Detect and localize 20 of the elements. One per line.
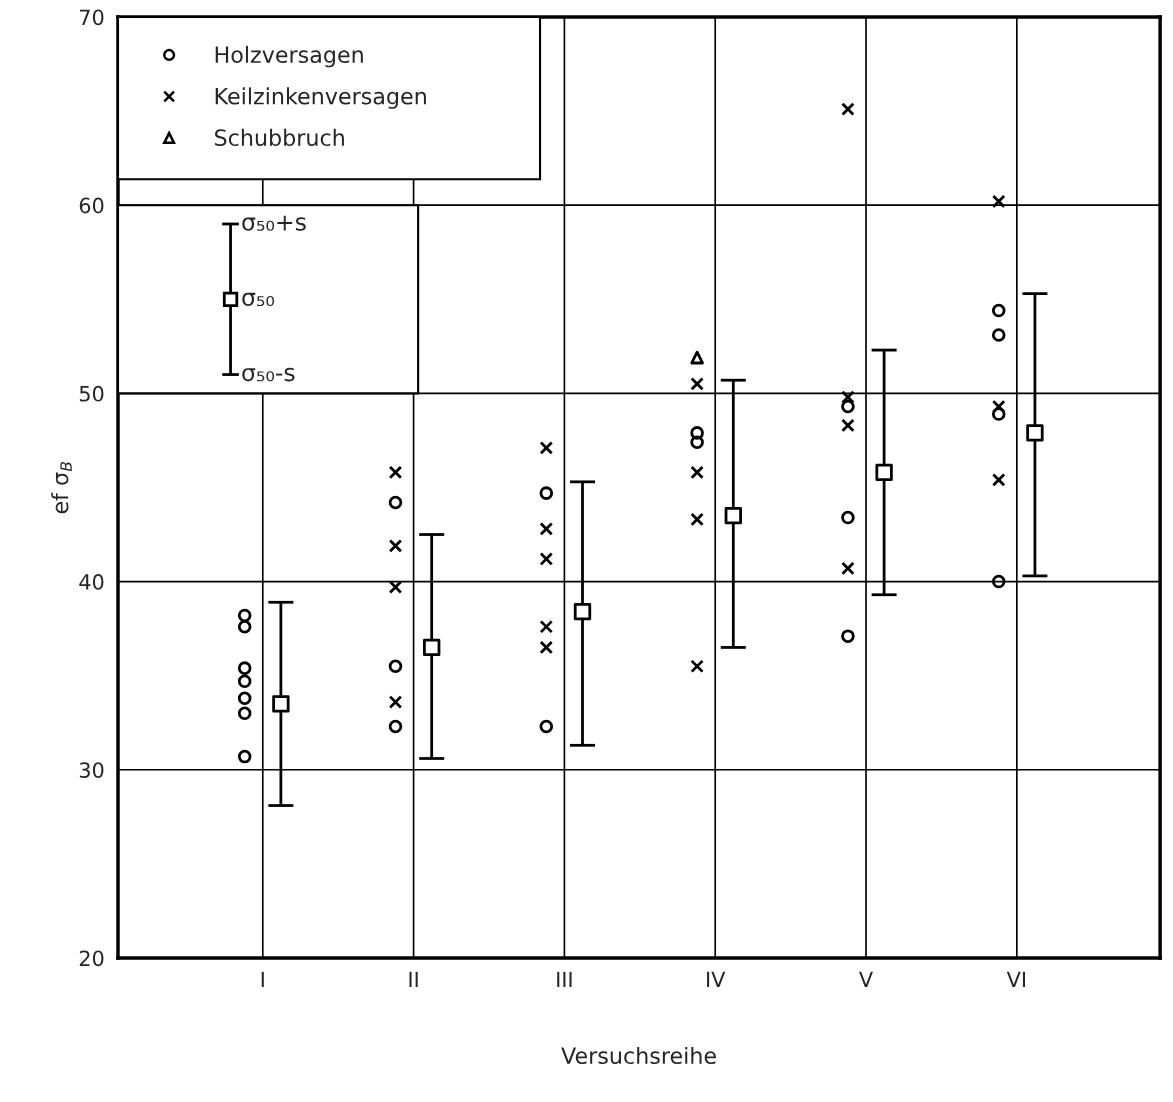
legend-label: σ₅₀ <box>242 292 275 307</box>
x-tick-label: VI <box>1006 971 1025 987</box>
annotation: σ₅₀+s <box>242 215 306 231</box>
y-tick-label: 60 <box>79 197 104 214</box>
legend-label: Holzversagen <box>215 45 363 68</box>
y-tick-label: 20 <box>79 950 104 967</box>
y-tick-label: 70 <box>80 9 104 26</box>
y-tick-label: 30 <box>79 762 104 778</box>
x-tick-label: IV <box>707 971 726 987</box>
y-tick-label: 50 <box>79 385 104 402</box>
y-axis-title: ef σ$_{B}$ <box>51 462 72 514</box>
legend-label: Keilzinkenversagen <box>215 87 426 109</box>
y-tick-label: 40 <box>79 574 104 590</box>
x-tick-label: III <box>557 971 572 987</box>
legend-label: Schubbruch <box>215 128 344 147</box>
annotation: σ₅₀-s <box>242 367 295 382</box>
x-tick-label: II <box>409 971 418 987</box>
x-tick-label: V <box>859 971 873 987</box>
x-axis-title: Versuchsreihe <box>561 1046 716 1065</box>
x-tick-label: I <box>261 971 264 987</box>
